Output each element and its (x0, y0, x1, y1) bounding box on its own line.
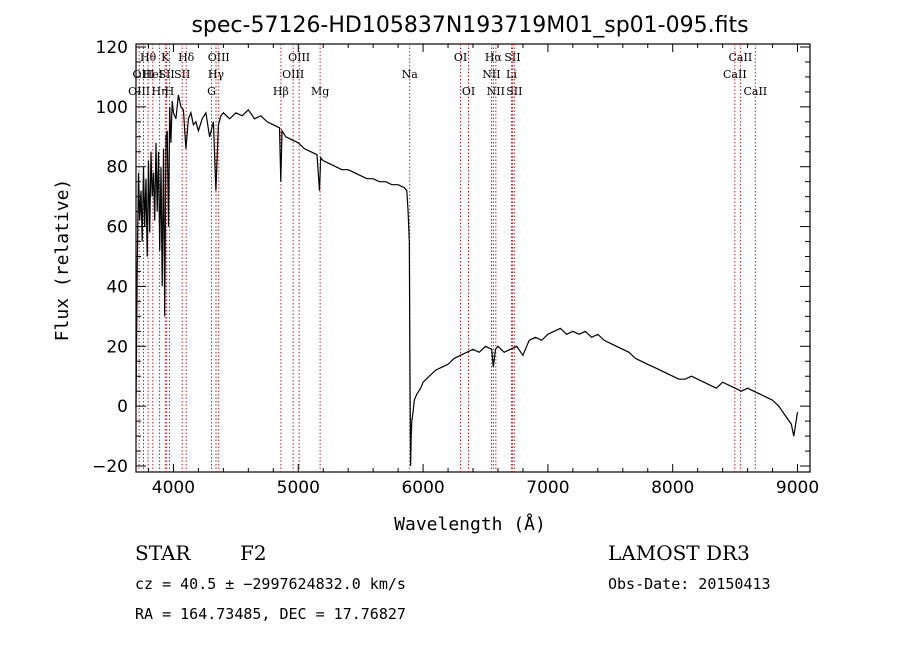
x-tick-label: 8000 (651, 478, 694, 498)
line-marker-label: NII (482, 68, 500, 81)
line-marker-label: Na (402, 68, 419, 81)
y-tick-label: 40 (106, 277, 128, 297)
spectral-line-markers: HθOIIIOIIIHeIHηKSIIHHδSIIOIIIHγGOIIIOIII… (128, 44, 767, 472)
line-marker-label: OIII (208, 51, 230, 64)
y-tick-label: 0 (117, 397, 128, 417)
obs-date-text: Obs-Date: 20150413 (608, 575, 771, 593)
line-marker-label: Li (506, 68, 517, 81)
line-marker-label: Hα (485, 51, 503, 64)
line-marker-label: OI (462, 85, 475, 98)
redshift-text: cz = 40.5 ± −2997624832.0 km/s (135, 575, 406, 593)
y-tick-label: −20 (92, 457, 128, 477)
coordinates-text: RA = 164.73485, DEC = 17.76827 (135, 605, 406, 623)
line-marker-label: OIII (282, 68, 304, 81)
y-tick-label: 60 (106, 218, 128, 238)
line-marker-label: CaII (729, 51, 753, 64)
x-tick-label: 5000 (277, 478, 320, 498)
line-marker-label: Mg (311, 85, 329, 98)
line-marker-label: Hβ (273, 85, 289, 98)
line-marker-label: CaII (723, 68, 747, 81)
line-marker-label: H (165, 85, 175, 98)
line-marker-label: Hγ (208, 68, 225, 81)
line-marker-label: OI (454, 51, 467, 64)
plot-border (135, 43, 811, 473)
x-tick-label: 6000 (401, 478, 444, 498)
y-tick-label: 120 (96, 38, 128, 58)
x-tick-label: 4000 (152, 478, 195, 498)
line-marker-label: SII (506, 85, 522, 98)
line-marker-label: SII (504, 51, 520, 64)
y-tick-label: 20 (106, 337, 128, 357)
y-axis-label: Flux (relative) (52, 179, 73, 342)
line-marker-label: Hθ (140, 51, 157, 64)
x-tick-label: 9000 (776, 478, 819, 498)
line-marker-label: G (207, 85, 216, 98)
y-tick-label: 100 (96, 98, 128, 118)
x-tick-label: 7000 (526, 478, 569, 498)
spectrum-series-line (135, 94, 799, 467)
line-marker-label: SII (158, 68, 174, 81)
plot-frame (135, 43, 811, 473)
line-marker-label: HeI (143, 68, 163, 81)
line-marker-label: OIII (132, 68, 154, 81)
line-marker-label: Hδ (178, 51, 195, 64)
line-marker-label: SII (174, 68, 190, 81)
object-subclass: F2 (240, 541, 267, 565)
line-marker-label: CaII (743, 85, 767, 98)
y-axis: −20 0 20 40 60 80 100 120 (92, 38, 810, 477)
x-axis: 4000 5000 6000 7000 8000 9000 (147, 44, 819, 498)
line-marker-label: K (161, 51, 170, 64)
line-marker-label: NII (487, 85, 505, 98)
survey-name: LAMOST DR3 (608, 541, 750, 565)
y-tick-label: 80 (106, 158, 128, 178)
line-marker-label: Hη (151, 85, 167, 98)
object-class: STAR (135, 541, 191, 565)
line-marker-label: OIII (288, 51, 310, 64)
chart-title: spec-57126-HD105837N193719M01_sp01-095.f… (191, 13, 748, 38)
x-axis-label: Wavelength (Å) (394, 513, 546, 535)
